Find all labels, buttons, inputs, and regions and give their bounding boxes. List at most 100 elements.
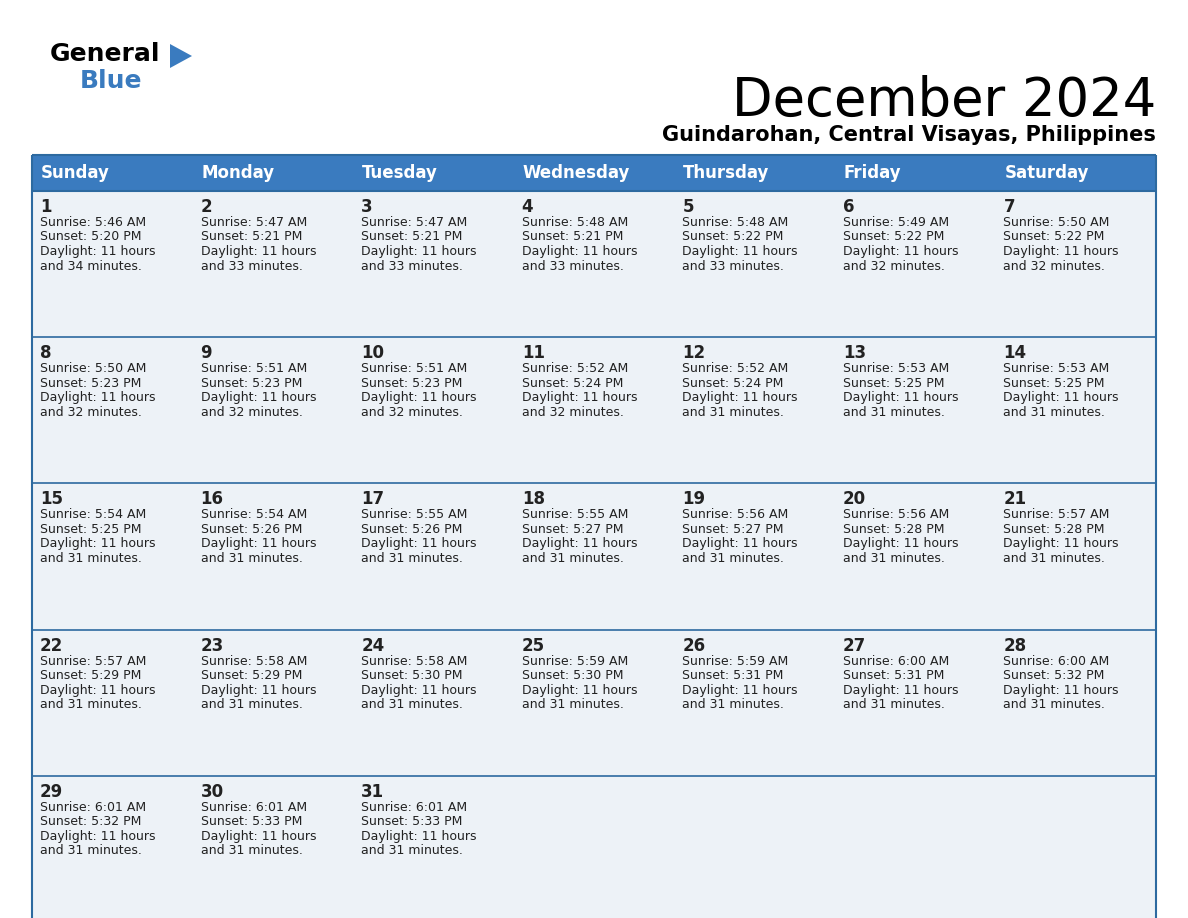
Text: Sunrise: 5:56 AM: Sunrise: 5:56 AM (842, 509, 949, 521)
Text: and 33 minutes.: and 33 minutes. (361, 260, 463, 273)
Text: December 2024: December 2024 (732, 75, 1156, 127)
Text: Sunset: 5:31 PM: Sunset: 5:31 PM (842, 669, 944, 682)
Text: Sunrise: 5:48 AM: Sunrise: 5:48 AM (682, 216, 789, 229)
Text: Daylight: 11 hours: Daylight: 11 hours (201, 245, 316, 258)
Text: Sunset: 5:23 PM: Sunset: 5:23 PM (361, 376, 462, 390)
Text: Daylight: 11 hours: Daylight: 11 hours (1004, 684, 1119, 697)
Text: Sunrise: 5:54 AM: Sunrise: 5:54 AM (201, 509, 307, 521)
Text: Sunset: 5:32 PM: Sunset: 5:32 PM (1004, 669, 1105, 682)
Text: Wednesday: Wednesday (523, 164, 630, 182)
Text: Daylight: 11 hours: Daylight: 11 hours (1004, 245, 1119, 258)
Bar (675, 155, 835, 191)
Text: Sunrise: 5:46 AM: Sunrise: 5:46 AM (40, 216, 146, 229)
Text: 3: 3 (361, 198, 373, 216)
Text: and 31 minutes.: and 31 minutes. (682, 552, 784, 565)
Text: and 31 minutes.: and 31 minutes. (682, 406, 784, 419)
Text: Daylight: 11 hours: Daylight: 11 hours (682, 245, 798, 258)
Text: Sunrise: 5:54 AM: Sunrise: 5:54 AM (40, 509, 146, 521)
Text: Daylight: 11 hours: Daylight: 11 hours (40, 537, 156, 551)
Text: 8: 8 (40, 344, 51, 363)
Text: Sunrise: 5:51 AM: Sunrise: 5:51 AM (361, 363, 467, 375)
Text: 21: 21 (1004, 490, 1026, 509)
Text: and 31 minutes.: and 31 minutes. (1004, 698, 1105, 711)
Text: 24: 24 (361, 636, 385, 655)
Text: Sunrise: 5:47 AM: Sunrise: 5:47 AM (201, 216, 307, 229)
Text: Sunrise: 5:55 AM: Sunrise: 5:55 AM (361, 509, 468, 521)
Text: Daylight: 11 hours: Daylight: 11 hours (40, 245, 156, 258)
Text: 9: 9 (201, 344, 213, 363)
Text: Sunrise: 5:50 AM: Sunrise: 5:50 AM (40, 363, 146, 375)
Text: Sunset: 5:24 PM: Sunset: 5:24 PM (682, 376, 784, 390)
Text: Sunset: 5:22 PM: Sunset: 5:22 PM (682, 230, 784, 243)
Bar (32, 630, 1156, 776)
Text: 29: 29 (40, 783, 63, 800)
Text: Daylight: 11 hours: Daylight: 11 hours (201, 537, 316, 551)
Text: Daylight: 11 hours: Daylight: 11 hours (682, 537, 798, 551)
Text: and 31 minutes.: and 31 minutes. (1004, 552, 1105, 565)
Text: Sunrise: 5:53 AM: Sunrise: 5:53 AM (842, 363, 949, 375)
Text: 7: 7 (1004, 198, 1015, 216)
Text: 14: 14 (1004, 344, 1026, 363)
Bar (353, 155, 513, 191)
Text: Daylight: 11 hours: Daylight: 11 hours (842, 684, 959, 697)
Text: Sunset: 5:21 PM: Sunset: 5:21 PM (361, 230, 462, 243)
Text: Sunset: 5:23 PM: Sunset: 5:23 PM (40, 376, 141, 390)
Text: Daylight: 11 hours: Daylight: 11 hours (522, 684, 637, 697)
Text: Sunrise: 6:01 AM: Sunrise: 6:01 AM (361, 800, 467, 813)
Text: and 31 minutes.: and 31 minutes. (522, 552, 624, 565)
Text: 28: 28 (1004, 636, 1026, 655)
Text: and 31 minutes.: and 31 minutes. (842, 698, 944, 711)
Text: Sunrise: 5:52 AM: Sunrise: 5:52 AM (682, 363, 789, 375)
Polygon shape (170, 44, 192, 68)
Text: and 31 minutes.: and 31 minutes. (40, 552, 141, 565)
Text: and 31 minutes.: and 31 minutes. (522, 698, 624, 711)
Text: Sunrise: 6:01 AM: Sunrise: 6:01 AM (201, 800, 307, 813)
Bar (32, 337, 1156, 484)
Text: Daylight: 11 hours: Daylight: 11 hours (201, 684, 316, 697)
Text: Sunrise: 5:51 AM: Sunrise: 5:51 AM (201, 363, 307, 375)
Text: Monday: Monday (202, 164, 274, 182)
Text: Sunset: 5:21 PM: Sunset: 5:21 PM (201, 230, 302, 243)
Text: 11: 11 (522, 344, 545, 363)
Text: 26: 26 (682, 636, 706, 655)
Text: Daylight: 11 hours: Daylight: 11 hours (40, 830, 156, 843)
Text: Sunday: Sunday (42, 164, 109, 182)
Text: Tuesday: Tuesday (362, 164, 438, 182)
Text: 30: 30 (201, 783, 223, 800)
Text: Sunrise: 6:00 AM: Sunrise: 6:00 AM (1004, 655, 1110, 667)
Text: Sunset: 5:27 PM: Sunset: 5:27 PM (522, 523, 624, 536)
Text: Sunset: 5:30 PM: Sunset: 5:30 PM (361, 669, 462, 682)
Bar (513, 155, 675, 191)
Text: Sunset: 5:20 PM: Sunset: 5:20 PM (40, 230, 141, 243)
Text: and 32 minutes.: and 32 minutes. (522, 406, 624, 419)
Text: Sunrise: 5:58 AM: Sunrise: 5:58 AM (361, 655, 468, 667)
Text: 4: 4 (522, 198, 533, 216)
Text: Daylight: 11 hours: Daylight: 11 hours (842, 245, 959, 258)
Text: Daylight: 11 hours: Daylight: 11 hours (40, 391, 156, 404)
Text: Sunrise: 5:53 AM: Sunrise: 5:53 AM (1004, 363, 1110, 375)
Text: Sunrise: 5:47 AM: Sunrise: 5:47 AM (361, 216, 467, 229)
Text: General: General (50, 42, 160, 66)
Text: Daylight: 11 hours: Daylight: 11 hours (522, 245, 637, 258)
Text: Sunrise: 5:57 AM: Sunrise: 5:57 AM (1004, 509, 1110, 521)
Text: and 31 minutes.: and 31 minutes. (201, 552, 303, 565)
Text: Sunrise: 6:01 AM: Sunrise: 6:01 AM (40, 800, 146, 813)
Text: and 31 minutes.: and 31 minutes. (40, 698, 141, 711)
Text: Sunrise: 5:59 AM: Sunrise: 5:59 AM (682, 655, 789, 667)
Text: 16: 16 (201, 490, 223, 509)
Bar (32, 776, 1156, 918)
Text: Thursday: Thursday (683, 164, 770, 182)
Text: Daylight: 11 hours: Daylight: 11 hours (842, 537, 959, 551)
Text: Daylight: 11 hours: Daylight: 11 hours (201, 391, 316, 404)
Text: 5: 5 (682, 198, 694, 216)
Text: and 31 minutes.: and 31 minutes. (361, 552, 463, 565)
Text: Sunset: 5:33 PM: Sunset: 5:33 PM (361, 815, 462, 828)
Bar (192, 155, 353, 191)
Text: 20: 20 (842, 490, 866, 509)
Text: Sunrise: 5:52 AM: Sunrise: 5:52 AM (522, 363, 628, 375)
Text: 22: 22 (40, 636, 63, 655)
Text: 12: 12 (682, 344, 706, 363)
Text: and 32 minutes.: and 32 minutes. (201, 406, 303, 419)
Text: and 32 minutes.: and 32 minutes. (361, 406, 463, 419)
Text: and 33 minutes.: and 33 minutes. (201, 260, 303, 273)
